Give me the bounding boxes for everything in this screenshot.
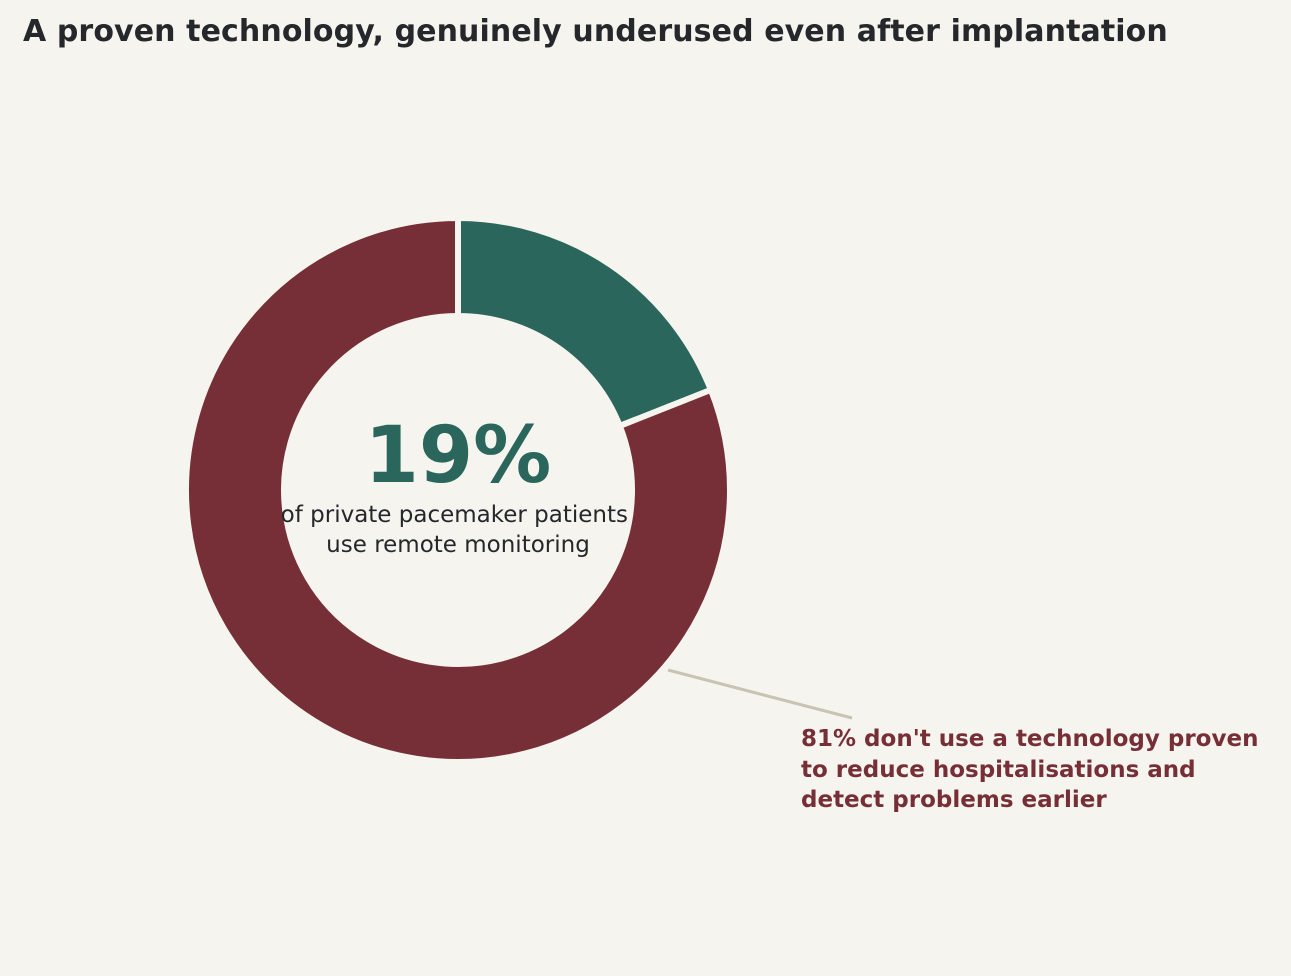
- chart-title: A proven technology, genuinely underused…: [23, 14, 1168, 49]
- annotation-line: to reduce hospitalisations and: [801, 757, 1196, 783]
- donut-slices: [183, 214, 733, 765]
- center-caption-line: use remote monitoring: [326, 532, 590, 558]
- center-caption: of private pacemaker patients use remote…: [281, 502, 636, 558]
- donut-slice-0: [455, 214, 715, 430]
- annotation-text: 81% don't use a technology proven to red…: [801, 726, 1266, 813]
- center-percentage: 19%: [365, 411, 552, 501]
- annotation-line: 81% don't use a technology proven: [801, 726, 1258, 752]
- center-caption-line: of private pacemaker patients: [281, 502, 628, 528]
- annotation-line: detect problems earlier: [801, 787, 1107, 813]
- donut-slice-1: [183, 214, 733, 765]
- annotation-leader-line: [667, 668, 853, 720]
